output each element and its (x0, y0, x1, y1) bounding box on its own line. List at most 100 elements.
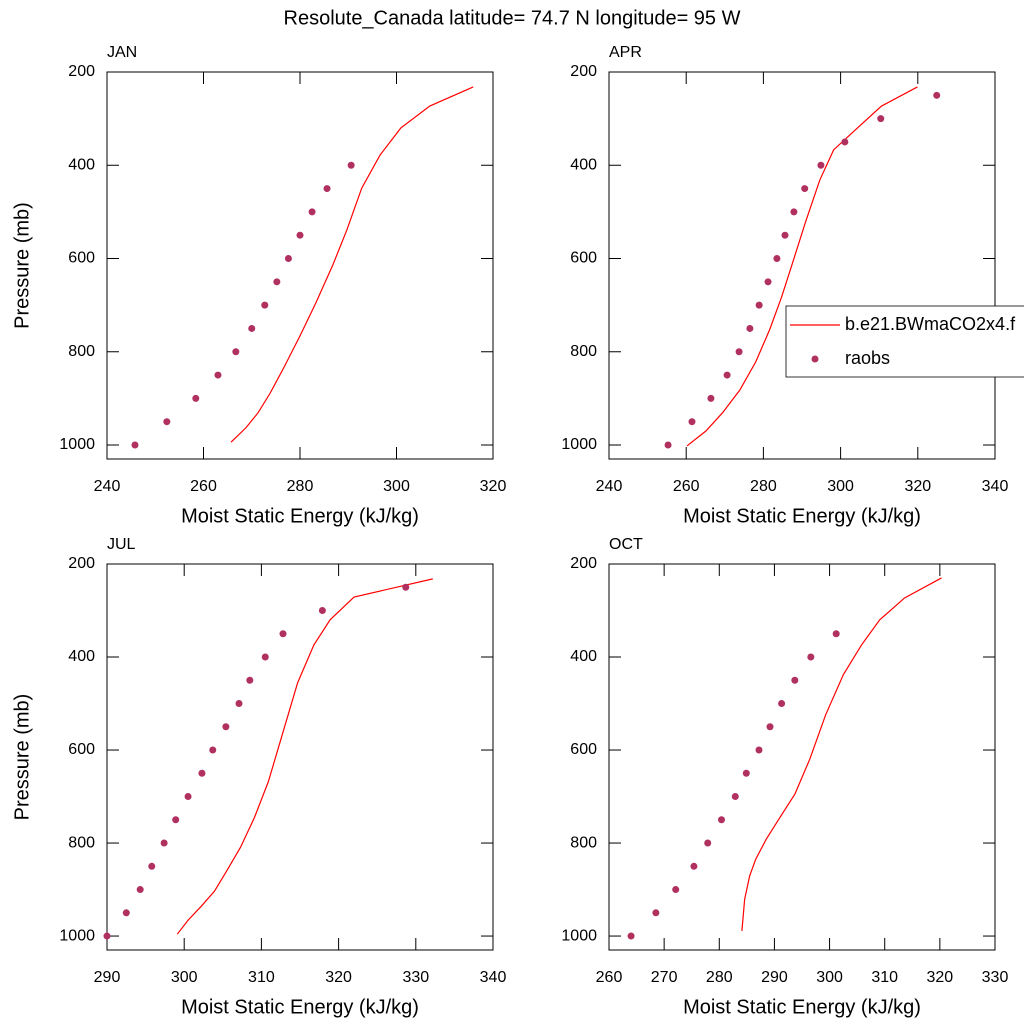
observation-point (781, 231, 789, 239)
legend-box (785, 305, 1024, 378)
y-tick-label: 600 (570, 250, 597, 267)
y-tick-label: 1000 (561, 436, 597, 453)
panel: JUL Moist Static Energy (kJ/kg) Pressure (… (11, 536, 506, 1018)
y-tick-label: 200 (570, 63, 597, 80)
panel-title: OCT (609, 536, 643, 553)
plot-frame (106, 71, 494, 460)
observation-point (246, 676, 254, 684)
x-tick-label: 300 (383, 478, 410, 495)
y-tick-label: 400 (68, 648, 95, 665)
observation-point (652, 909, 660, 917)
observation-point (755, 301, 763, 309)
x-tick-label: 280 (287, 478, 314, 495)
observation-point (209, 746, 217, 754)
panel: OCT Moist Static Energy (kJ/kg) 260 270 280 2… (561, 536, 1008, 1018)
observation-point (704, 839, 712, 847)
observation-point (347, 161, 355, 169)
observation-point (664, 441, 672, 449)
observation-point (261, 653, 269, 661)
x-tick-label: 270 (651, 969, 678, 986)
observation-point (627, 932, 635, 940)
x-tick-label: 320 (325, 969, 352, 986)
panel: JAN Moist Static Energy (kJ/kg) Pressure (… (11, 44, 506, 527)
profile-line (686, 86, 918, 447)
observation-point (214, 371, 222, 379)
observation-point (160, 839, 168, 847)
observation-point (103, 932, 111, 940)
x-tick-label: 240 (596, 478, 623, 495)
observation-point (877, 115, 885, 123)
y-tick-label: 600 (570, 741, 597, 758)
x-tick-label: 310 (871, 969, 898, 986)
x-tick-label: 260 (190, 478, 217, 495)
observation-point (261, 301, 269, 309)
observation-point (841, 138, 849, 146)
y-tick-label: 1000 (59, 927, 95, 944)
observation-point (273, 278, 281, 286)
observation-point (672, 886, 680, 894)
x-axis-label: Moist Static Energy (kJ/kg) (181, 996, 419, 1018)
x-axis-label: Moist Static Energy (kJ/kg) (683, 505, 921, 527)
y-tick-label: 800 (68, 343, 95, 360)
y-axis-label: Pressure (mb) (11, 202, 33, 329)
profile-line (176, 578, 433, 935)
x-tick-label: 330 (402, 969, 429, 986)
observation-point (817, 161, 825, 169)
y-tick-label: 200 (68, 63, 95, 80)
observation-point (735, 348, 743, 356)
y-tick-label: 1000 (561, 927, 597, 944)
x-axis-label: Moist Static Energy (kJ/kg) (181, 505, 419, 527)
observation-point (723, 371, 731, 379)
observation-point (801, 185, 809, 193)
observation-point (136, 886, 144, 894)
observation-point (296, 231, 304, 239)
panel: APR Moist Static Energy (kJ/kg) 240 260 280 3… (561, 44, 1024, 527)
observation-point (163, 418, 171, 426)
observation-point (773, 255, 781, 263)
legend-marker (811, 355, 819, 363)
x-tick-label: 300 (816, 969, 843, 986)
observation-point (755, 746, 763, 754)
observation-point (131, 441, 139, 449)
x-tick-label: 340 (982, 478, 1009, 495)
x-axis-label: Moist Static Energy (kJ/kg) (683, 996, 921, 1018)
x-tick-label: 280 (750, 478, 777, 495)
observation-point (933, 91, 941, 99)
x-tick-label: 260 (596, 969, 623, 986)
x-tick-label: 320 (904, 478, 931, 495)
observation-point (790, 208, 798, 216)
observation-point (184, 793, 192, 801)
observation-point (172, 816, 180, 824)
plot-frame (106, 563, 494, 951)
profile-line (741, 577, 942, 931)
profile-line (230, 86, 474, 443)
observation-point (318, 607, 326, 615)
observation-point (148, 862, 156, 870)
observation-point (766, 723, 774, 731)
observation-point (402, 583, 410, 591)
x-tick-label: 290 (94, 969, 121, 986)
observation-point (746, 324, 754, 332)
x-tick-label: 260 (673, 478, 700, 495)
observation-point (778, 700, 786, 708)
observation-point (198, 769, 206, 777)
observation-point (690, 862, 698, 870)
y-tick-label: 800 (570, 834, 597, 851)
y-tick-label: 600 (68, 250, 95, 267)
y-tick-label: 200 (570, 555, 597, 572)
observation-point (248, 324, 256, 332)
observation-point (235, 700, 243, 708)
x-tick-label: 340 (480, 969, 507, 986)
legend-label: raobs (845, 348, 890, 368)
observation-point (791, 676, 799, 684)
observation-point (122, 909, 130, 917)
x-tick-label: 240 (94, 478, 121, 495)
plot-frame (608, 71, 996, 460)
figure-title: Resolute_Canada latitude= 74.7 N longitu… (284, 7, 741, 29)
observation-point (279, 630, 287, 638)
observation-point (323, 185, 331, 193)
x-tick-label: 300 (827, 478, 854, 495)
panel-title: APR (609, 44, 642, 61)
y-tick-label: 600 (68, 741, 95, 758)
